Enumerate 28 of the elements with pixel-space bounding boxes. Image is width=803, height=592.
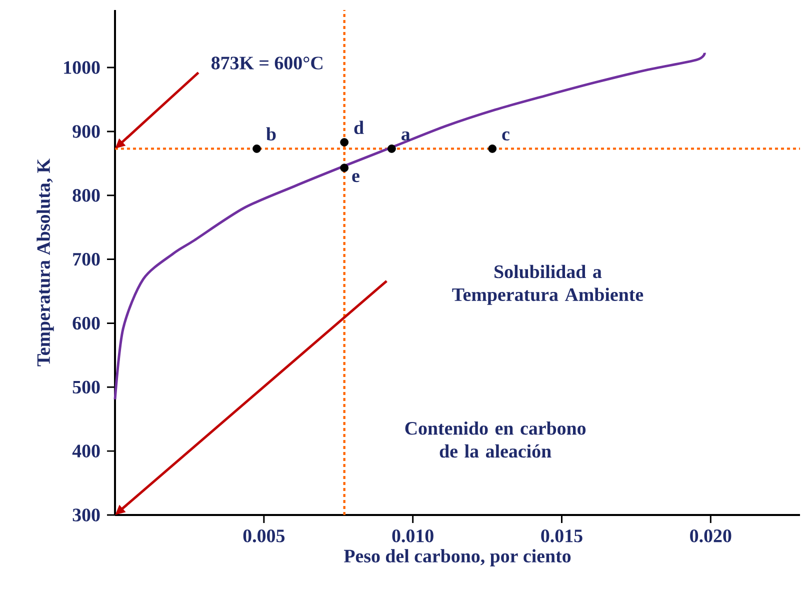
annotation: c [502,131,510,140]
y-tick-label: 500 [72,380,100,394]
annotation: Contenido en carbono de la aleación [405,421,586,458]
y-tick-label: 1000 [64,61,100,74]
x-axis-title: Peso del carbono, por ciento [344,549,571,566]
y-axis-title: Temperatura Absoluta, K [36,158,54,366]
annotation: d [354,120,364,134]
y-tick-label: 900 [72,125,100,138]
annotation: a [401,131,410,141]
point [488,144,497,153]
y-tick-label: 600 [72,316,100,330]
point [340,138,349,147]
point [252,144,261,153]
line-series [114,52,706,401]
annotation: e [352,173,360,182]
x-tick-label: 0.020 [690,530,732,542]
x-tick-label: 0.005 [243,530,285,542]
annotation: 873K = 600°C [211,56,322,70]
annotation: Solubilidad a Temperatura Ambiente [452,264,644,305]
point [387,144,396,153]
y-tick-label: 300 [72,508,100,522]
y-tick-label: 400 [72,444,100,458]
y-tick-label: 800 [72,188,100,202]
annotation: b [266,127,276,141]
x-tick-label: 0.015 [541,530,582,542]
y-tick-label: 700 [73,252,100,266]
point [340,164,349,172]
x-tick-label: 0.010 [392,530,434,542]
